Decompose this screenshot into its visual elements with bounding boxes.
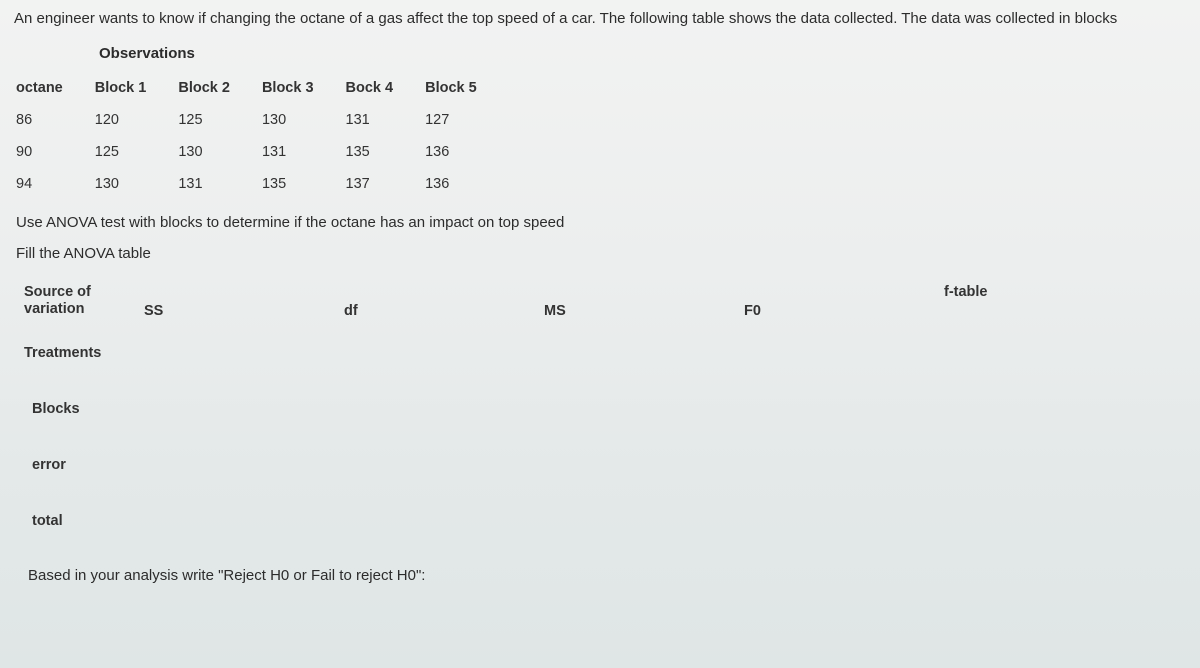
col-header-df: df xyxy=(334,278,534,325)
cell: 130 xyxy=(168,136,252,168)
col-header: Block 1 xyxy=(85,72,169,104)
cell: 94 xyxy=(14,168,85,200)
row-label: Treatments xyxy=(14,325,144,381)
anova-row-error: error xyxy=(14,437,1114,493)
col-header: octane xyxy=(14,72,85,104)
cell: 130 xyxy=(252,104,336,136)
col-header: Block 3 xyxy=(252,72,336,104)
header-text: f-table xyxy=(944,284,988,300)
cell: 136 xyxy=(415,136,499,168)
cell: 131 xyxy=(336,104,416,136)
header-text: SS xyxy=(144,303,163,319)
table-header-row: octane Block 1 Block 2 Block 3 Bock 4 Bl… xyxy=(14,72,499,104)
cell: 120 xyxy=(85,104,169,136)
cell: 125 xyxy=(85,136,169,168)
anova-row-treatments: Treatments xyxy=(14,325,1114,381)
table-row: 86 120 125 130 131 127 xyxy=(14,104,499,136)
col-header-source: Source of variation xyxy=(14,278,144,325)
cell: 90 xyxy=(14,136,85,168)
col-header-ss: SS xyxy=(144,278,334,325)
anova-header-row: Source of variation SS df MS F0 f-table xyxy=(14,278,1114,325)
problem-statement: An engineer wants to know if changing th… xyxy=(14,10,1186,27)
observations-table: octane Block 1 Block 2 Block 3 Bock 4 Bl… xyxy=(14,72,499,200)
fill-table-instruction: Fill the ANOVA table xyxy=(16,245,1186,262)
cell: 125 xyxy=(168,104,252,136)
cell: 135 xyxy=(252,168,336,200)
col-header-ms: MS xyxy=(534,278,734,325)
anova-table: Source of variation SS df MS F0 f-table … xyxy=(14,278,1114,549)
cell: 131 xyxy=(252,136,336,168)
row-label: error xyxy=(14,437,144,493)
anova-instruction: Use ANOVA test with blocks to determine … xyxy=(16,214,1186,231)
col-header-f0: F0 xyxy=(734,278,934,325)
col-header: Bock 4 xyxy=(336,72,416,104)
cell: 127 xyxy=(415,104,499,136)
cell: 131 xyxy=(168,168,252,200)
cell: 86 xyxy=(14,104,85,136)
anova-row-blocks: Blocks xyxy=(14,381,1114,437)
col-header-ftable: f-table xyxy=(934,278,1114,325)
table-row: 90 125 130 131 135 136 xyxy=(14,136,499,168)
cell: 137 xyxy=(336,168,416,200)
col-header: Block 5 xyxy=(415,72,499,104)
row-label: total xyxy=(14,493,144,549)
observations-heading: Observations xyxy=(99,45,1186,62)
header-text: MS xyxy=(544,303,566,319)
header-text: Source of xyxy=(24,284,91,300)
col-header: Block 2 xyxy=(168,72,252,104)
header-text: variation xyxy=(24,301,84,317)
row-label: Blocks xyxy=(14,381,144,437)
cell: 130 xyxy=(85,168,169,200)
header-text: F0 xyxy=(744,303,761,319)
header-text: df xyxy=(344,303,358,319)
table-row: 94 130 131 135 137 136 xyxy=(14,168,499,200)
anova-row-total: total xyxy=(14,493,1114,549)
cell: 135 xyxy=(336,136,416,168)
decision-prompt: Based in your analysis write "Reject H0 … xyxy=(28,567,1186,584)
cell: 136 xyxy=(415,168,499,200)
